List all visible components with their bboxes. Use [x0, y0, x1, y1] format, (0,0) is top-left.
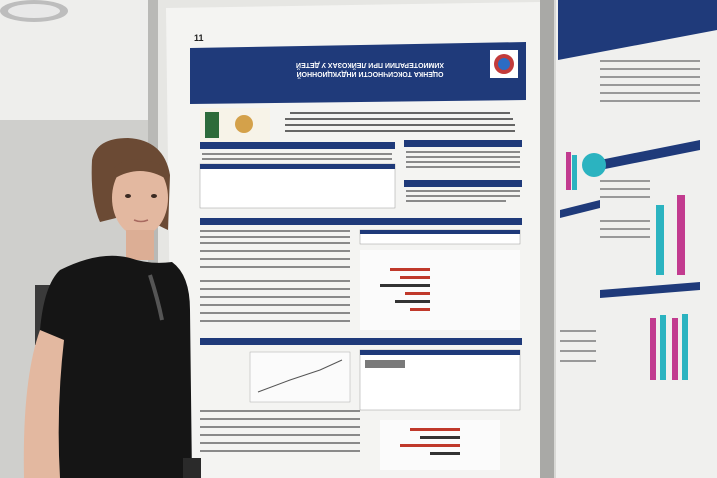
poster-title: ОЦЕНКА ТОКСИЧНОСТИ ИНДУКЦИОННОЙ ХИМИОТЕР…	[296, 61, 444, 77]
arm	[23, 330, 64, 478]
neck	[126, 230, 154, 260]
face	[112, 160, 168, 236]
stand-divider	[540, 0, 554, 478]
poster-header	[190, 42, 526, 104]
poster-tables	[199, 163, 521, 411]
right-poster-text	[560, 60, 700, 362]
bag-strap	[148, 274, 164, 321]
author-lines	[285, 112, 515, 132]
right-eye	[151, 194, 157, 198]
body-text	[200, 151, 520, 452]
left-eye	[125, 194, 131, 198]
right-poster-headers	[560, 140, 700, 298]
mouth	[133, 219, 149, 223]
bracelet-hand	[183, 458, 201, 478]
right-poster-header	[558, 0, 717, 60]
right-poster	[556, 0, 717, 478]
right-poster-bars	[566, 152, 688, 380]
shirt	[40, 255, 192, 478]
poster-number: 11	[194, 33, 204, 43]
poster-bar-chart	[360, 250, 520, 470]
section-headers	[200, 140, 522, 345]
